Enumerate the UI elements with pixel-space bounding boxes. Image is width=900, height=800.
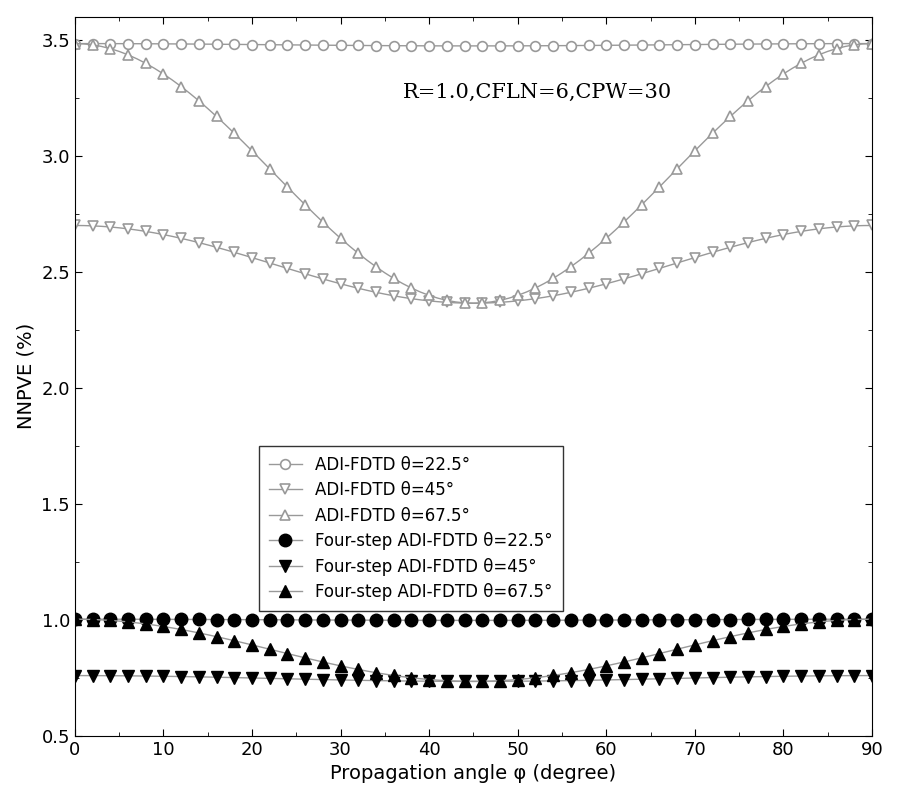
Four-step ADI-FDTD θ=67.5° [273, 646, 284, 656]
ADI-FDTD θ=45° [166, 231, 177, 241]
ADI-FDTD θ=22.5° [69, 38, 80, 48]
Four-step ADI-FDTD θ=67.5° [166, 623, 177, 633]
Four-step ADI-FDTD θ=45° [256, 674, 266, 683]
Four-step ADI-FDTD θ=67.5° [867, 614, 877, 624]
Four-step ADI-FDTD θ=45° [69, 670, 80, 680]
Legend: ADI-FDTD θ=22.5°, ADI-FDTD θ=45°, ADI-FDTD θ=67.5°, Four-step ADI-FDTD θ=22.5°, : ADI-FDTD θ=22.5°, ADI-FDTD θ=45°, ADI-FD… [258, 446, 562, 611]
ADI-FDTD θ=22.5° [468, 41, 479, 50]
ADI-FDTD θ=22.5° [166, 39, 177, 49]
Four-step ADI-FDTD θ=67.5° [858, 614, 868, 624]
Four-step ADI-FDTD θ=67.5° [468, 677, 479, 686]
ADI-FDTD θ=67.5° [69, 38, 80, 48]
ADI-FDTD θ=67.5° [867, 38, 877, 48]
ADI-FDTD θ=22.5° [849, 38, 859, 48]
Four-step ADI-FDTD θ=22.5° [752, 614, 762, 624]
Line: Four-step ADI-FDTD θ=22.5°: Four-step ADI-FDTD θ=22.5° [68, 613, 878, 626]
Line: ADI-FDTD θ=67.5°: ADI-FDTD θ=67.5° [70, 38, 877, 308]
Four-step ADI-FDTD θ=45° [166, 672, 177, 682]
ADI-FDTD θ=67.5° [256, 155, 266, 165]
ADI-FDTD θ=45° [867, 221, 877, 230]
Four-step ADI-FDTD θ=45° [849, 671, 859, 681]
ADI-FDTD θ=22.5° [273, 40, 284, 50]
Four-step ADI-FDTD θ=22.5° [849, 614, 859, 624]
Four-step ADI-FDTD θ=22.5° [166, 614, 177, 624]
Four-step ADI-FDTD θ=45° [273, 674, 284, 683]
Line: ADI-FDTD θ=22.5°: ADI-FDTD θ=22.5° [70, 38, 877, 50]
ADI-FDTD θ=45° [468, 298, 479, 308]
ADI-FDTD θ=67.5° [273, 173, 284, 182]
ADI-FDTD θ=45° [273, 261, 284, 270]
Four-step ADI-FDTD θ=22.5° [256, 615, 266, 625]
Four-step ADI-FDTD θ=22.5° [867, 614, 877, 624]
Four-step ADI-FDTD θ=45° [858, 670, 868, 680]
ADI-FDTD θ=67.5° [752, 89, 762, 98]
Text: R=1.0,CFLN=6,CPW=30: R=1.0,CFLN=6,CPW=30 [402, 82, 671, 102]
ADI-FDTD θ=45° [752, 236, 762, 246]
ADI-FDTD θ=67.5° [858, 39, 868, 49]
ADI-FDTD θ=67.5° [468, 298, 479, 308]
ADI-FDTD θ=45° [69, 221, 80, 230]
Line: Four-step ADI-FDTD θ=45°: Four-step ADI-FDTD θ=45° [68, 670, 878, 688]
Four-step ADI-FDTD θ=22.5° [273, 615, 284, 625]
X-axis label: Propagation angle φ (degree): Propagation angle φ (degree) [330, 764, 616, 783]
Four-step ADI-FDTD θ=22.5° [69, 614, 80, 624]
Four-step ADI-FDTD θ=67.5° [256, 642, 266, 652]
ADI-FDTD θ=45° [858, 221, 868, 230]
Four-step ADI-FDTD θ=22.5° [858, 614, 868, 624]
ADI-FDTD θ=67.5° [849, 40, 859, 50]
ADI-FDTD θ=45° [256, 255, 266, 265]
Four-step ADI-FDTD θ=67.5° [752, 626, 762, 636]
ADI-FDTD θ=22.5° [256, 40, 266, 50]
Four-step ADI-FDTD θ=22.5° [468, 615, 479, 625]
ADI-FDTD θ=22.5° [752, 39, 762, 49]
ADI-FDTD θ=67.5° [166, 75, 177, 85]
Four-step ADI-FDTD θ=67.5° [69, 614, 80, 624]
Four-step ADI-FDTD θ=45° [752, 672, 762, 682]
Line: ADI-FDTD θ=45°: ADI-FDTD θ=45° [70, 221, 877, 308]
Four-step ADI-FDTD θ=45° [867, 670, 877, 680]
Line: Four-step ADI-FDTD θ=67.5°: Four-step ADI-FDTD θ=67.5° [68, 613, 878, 688]
Y-axis label: NNPVE (%): NNPVE (%) [17, 323, 36, 430]
ADI-FDTD θ=22.5° [858, 38, 868, 48]
Four-step ADI-FDTD θ=45° [468, 677, 479, 686]
ADI-FDTD θ=22.5° [867, 38, 877, 48]
ADI-FDTD θ=45° [849, 221, 859, 230]
Four-step ADI-FDTD θ=67.5° [849, 614, 859, 624]
